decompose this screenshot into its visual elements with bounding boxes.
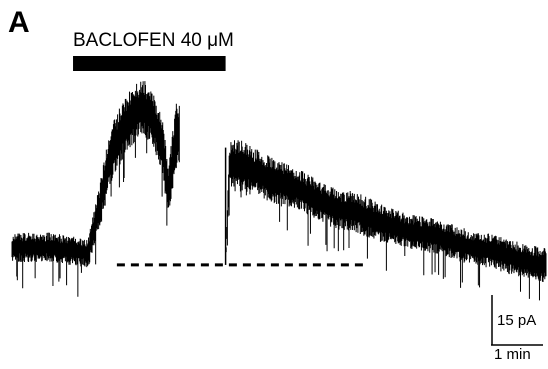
scale-bar-y-label: 15 pA	[497, 312, 537, 329]
drug-label-unit: μM	[207, 30, 234, 51]
scale-bar-x-label: 1 min	[494, 346, 531, 363]
panel-label: A	[8, 6, 30, 39]
scale-bar	[491, 295, 543, 346]
current-trace	[11, 81, 547, 301]
drug-application-label: BACLOFEN 40 μM	[73, 31, 234, 50]
drug-application-bar	[73, 56, 226, 71]
trace-noise-band	[11, 81, 547, 301]
drug-label-text: BACLOFEN 40	[73, 30, 208, 51]
